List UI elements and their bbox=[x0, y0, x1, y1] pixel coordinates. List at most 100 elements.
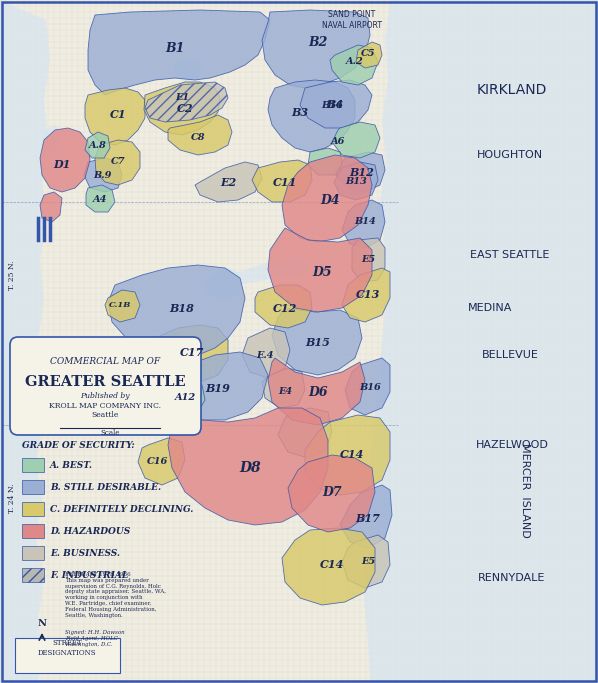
Text: E1: E1 bbox=[175, 94, 189, 102]
Text: EAST SEATTLE: EAST SEATTLE bbox=[470, 250, 550, 260]
Text: HOUGHTON: HOUGHTON bbox=[477, 150, 543, 160]
Text: N: N bbox=[38, 619, 47, 628]
Bar bbox=[22, 480, 44, 494]
Text: E.4: E.4 bbox=[257, 350, 274, 359]
Polygon shape bbox=[342, 200, 385, 248]
Polygon shape bbox=[195, 162, 262, 202]
Polygon shape bbox=[165, 352, 268, 420]
Text: C7: C7 bbox=[111, 158, 125, 167]
Text: T. 24 N.: T. 24 N. bbox=[8, 484, 16, 513]
Text: B19: B19 bbox=[206, 382, 230, 393]
Text: D. HAZARDOUS: D. HAZARDOUS bbox=[50, 527, 130, 535]
Polygon shape bbox=[288, 455, 375, 532]
Polygon shape bbox=[342, 268, 390, 322]
Text: GREATER SEATTLE: GREATER SEATTLE bbox=[25, 375, 185, 389]
Polygon shape bbox=[88, 10, 270, 95]
Polygon shape bbox=[262, 10, 370, 88]
Bar bbox=[22, 524, 44, 538]
Text: A.2: A.2 bbox=[346, 57, 364, 66]
Polygon shape bbox=[336, 152, 385, 192]
Polygon shape bbox=[238, 258, 310, 285]
Polygon shape bbox=[0, 0, 50, 683]
Text: B18: B18 bbox=[170, 303, 194, 313]
Text: C14: C14 bbox=[320, 559, 344, 570]
Polygon shape bbox=[352, 238, 385, 282]
Text: B12: B12 bbox=[350, 167, 374, 178]
Polygon shape bbox=[255, 285, 312, 328]
Polygon shape bbox=[252, 160, 312, 202]
Text: FEBRUARY 19TH 1936
This map was prepared under
supervision of C.G. Reynolds, Hol: FEBRUARY 19TH 1936 This map was prepared… bbox=[65, 572, 166, 617]
Polygon shape bbox=[364, 0, 598, 683]
Polygon shape bbox=[105, 290, 140, 322]
Text: B16: B16 bbox=[359, 383, 381, 393]
Text: B. STILL DESIRABLE.: B. STILL DESIRABLE. bbox=[50, 482, 161, 492]
Polygon shape bbox=[165, 382, 205, 415]
Text: SAND POINT
NAVAL AIRPORT: SAND POINT NAVAL AIRPORT bbox=[322, 10, 382, 29]
Text: KROLL MAP COMPANY INC.: KROLL MAP COMPANY INC. bbox=[49, 402, 161, 410]
Text: B1: B1 bbox=[165, 42, 185, 55]
Text: A4: A4 bbox=[93, 195, 107, 204]
Text: B3: B3 bbox=[291, 107, 309, 117]
Text: E2: E2 bbox=[220, 176, 236, 188]
Polygon shape bbox=[300, 80, 372, 128]
Polygon shape bbox=[282, 528, 375, 605]
Polygon shape bbox=[330, 45, 378, 85]
Text: A.8: A.8 bbox=[89, 141, 107, 150]
Text: B2: B2 bbox=[309, 36, 328, 48]
Polygon shape bbox=[168, 408, 328, 525]
Text: C1: C1 bbox=[109, 109, 126, 120]
Text: F. INDUSTRIAL: F. INDUSTRIAL bbox=[50, 570, 128, 579]
Text: Scale: Scale bbox=[100, 429, 120, 437]
Text: STREET
DESIGNATIONS: STREET DESIGNATIONS bbox=[38, 639, 96, 656]
Text: MEDINA: MEDINA bbox=[468, 303, 512, 313]
Text: Seattle: Seattle bbox=[91, 411, 118, 419]
Text: D4: D4 bbox=[320, 193, 340, 206]
Polygon shape bbox=[332, 122, 380, 158]
Text: C8: C8 bbox=[191, 133, 205, 143]
Text: E. BUSINESS.: E. BUSINESS. bbox=[50, 548, 120, 557]
Polygon shape bbox=[268, 80, 355, 152]
Text: HAZELWOOD: HAZELWOOD bbox=[475, 440, 548, 450]
Bar bbox=[15, 638, 120, 673]
Polygon shape bbox=[168, 115, 232, 155]
Polygon shape bbox=[144, 82, 220, 135]
Text: Published by: Published by bbox=[80, 392, 130, 400]
Text: MERCER  ISLAND: MERCER ISLAND bbox=[520, 443, 530, 538]
Polygon shape bbox=[345, 358, 390, 415]
Text: B16: B16 bbox=[321, 100, 343, 109]
Polygon shape bbox=[86, 185, 115, 212]
Text: A. BEST.: A. BEST. bbox=[50, 460, 93, 469]
Polygon shape bbox=[174, 58, 202, 82]
Text: GRADE OF SECURITY:: GRADE OF SECURITY: bbox=[22, 441, 135, 450]
Polygon shape bbox=[342, 535, 390, 588]
Text: C.1B: C.1B bbox=[109, 301, 131, 309]
Text: B15: B15 bbox=[306, 337, 331, 348]
Polygon shape bbox=[272, 308, 362, 375]
Polygon shape bbox=[145, 82, 228, 122]
Bar bbox=[22, 458, 44, 472]
Text: C12: C12 bbox=[273, 303, 297, 313]
Polygon shape bbox=[278, 408, 332, 458]
Polygon shape bbox=[152, 325, 228, 382]
Text: D7: D7 bbox=[322, 486, 342, 499]
Text: C2: C2 bbox=[176, 102, 193, 113]
Text: B17: B17 bbox=[356, 512, 380, 523]
Text: T. 25 N.: T. 25 N. bbox=[8, 260, 16, 290]
Polygon shape bbox=[268, 228, 372, 312]
Text: A6: A6 bbox=[331, 137, 345, 146]
Text: C16: C16 bbox=[147, 458, 169, 466]
Polygon shape bbox=[85, 88, 145, 145]
Polygon shape bbox=[356, 42, 382, 68]
Text: C11: C11 bbox=[273, 176, 297, 188]
Text: BELLEVUE: BELLEVUE bbox=[481, 350, 538, 360]
Text: D8: D8 bbox=[239, 461, 261, 475]
Polygon shape bbox=[108, 265, 245, 358]
Polygon shape bbox=[282, 155, 372, 242]
Bar bbox=[22, 502, 44, 516]
Polygon shape bbox=[95, 140, 140, 185]
Polygon shape bbox=[40, 192, 62, 222]
Text: C17: C17 bbox=[180, 346, 204, 357]
Text: COMMERCIAL MAP OF: COMMERCIAL MAP OF bbox=[50, 357, 160, 367]
Text: Signed: H.H. Dawson
Field Agent, HOLC
Washington, D.C.: Signed: H.H. Dawson Field Agent, HOLC Wa… bbox=[65, 630, 124, 647]
Polygon shape bbox=[205, 268, 242, 300]
